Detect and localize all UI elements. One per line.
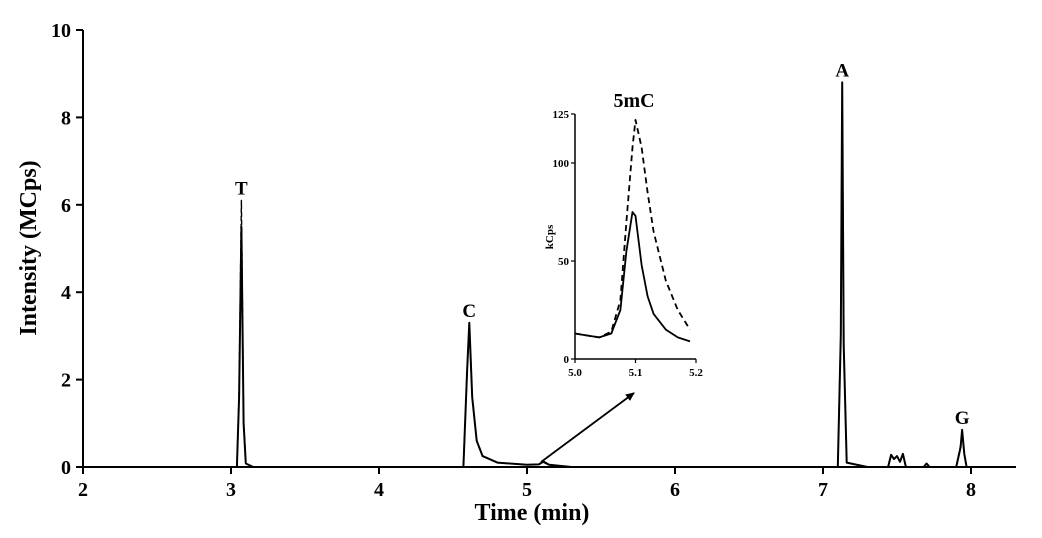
peak-label-g: G: [955, 408, 970, 429]
peak-label-t: T: [235, 178, 248, 199]
zoom-arrow: [540, 392, 635, 463]
main-x-tick-label: 2: [78, 479, 88, 501]
inset-x-tick-label: 5.0: [568, 367, 582, 379]
main-y-tick-label: 2: [61, 370, 71, 392]
main-y-tick-label: 8: [61, 107, 71, 129]
main-x-tick-label: 6: [670, 479, 680, 501]
inset-x-tick-label: 5.1: [629, 367, 643, 379]
main-y-tick-label: 4: [61, 282, 71, 304]
inset-y-tick-label: 125: [553, 109, 570, 121]
main-x-tick-label: 5: [522, 479, 532, 501]
inset-title: 5mC: [613, 90, 654, 112]
main-x-tick-label: 8: [966, 479, 976, 501]
inset-y-axis-title: kCps: [544, 224, 556, 249]
main-x-axis-title: Time (min): [475, 500, 590, 526]
inset-series-dashed: [574, 119, 691, 339]
main-y-tick-label: 6: [61, 195, 71, 217]
inset-series-solid: [574, 211, 691, 343]
main-x-tick-label: 3: [226, 479, 236, 501]
main-series-dashed: [83, 86, 1016, 468]
main-y-tick-label: 0: [61, 457, 71, 479]
inset-y-tick-label: 100: [553, 158, 570, 170]
main-x-tick-label: 7: [818, 479, 828, 501]
peak-label-c: C: [462, 301, 476, 322]
main-x-tick-label: 4: [374, 479, 384, 501]
inset-chart: 5.0 5.1 5.2 0 50 100 125 5mC kCps: [544, 90, 703, 379]
main-y-axis-title: Intensity (MCps): [16, 160, 42, 335]
inset-y-tick-label: 0: [564, 354, 570, 366]
inset-y-tick-label: 50: [558, 256, 570, 268]
inset-x-tick-label: 5.2: [689, 367, 703, 379]
main-series-solid: [83, 81, 1016, 468]
peak-label-a: A: [835, 60, 849, 81]
main-y-tick-label: 10: [51, 20, 71, 42]
